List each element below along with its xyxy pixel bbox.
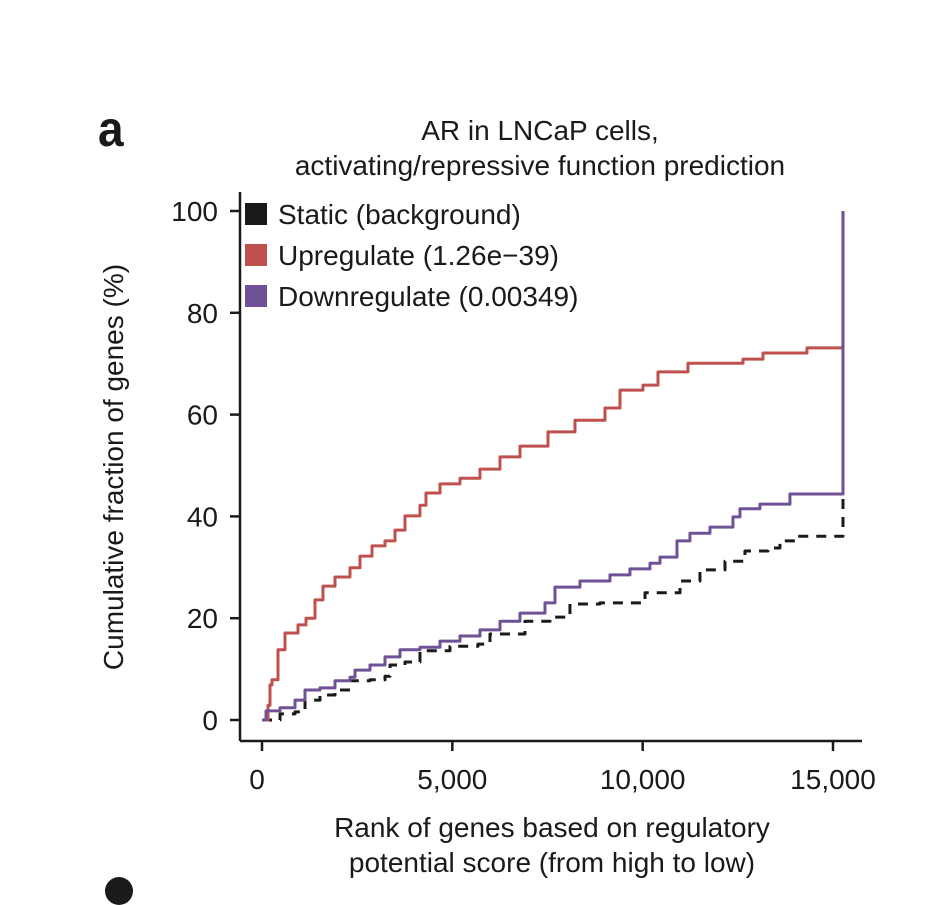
x-ticks: 0 5,000 10,000 15,000 <box>249 741 876 795</box>
series-line-static <box>262 485 845 722</box>
legend-swatch-static <box>245 203 267 225</box>
legend-swatch-downregulate <box>245 285 267 307</box>
next-panel-label-fragment <box>105 877 133 905</box>
y-axis-title: Cumulative fraction of genes (%) <box>98 264 129 670</box>
x-tick-label: 15,000 <box>790 764 876 795</box>
y-tick-label: 60 <box>187 400 218 431</box>
legend-swatch-upregulate <box>245 244 267 266</box>
series-line-downregulate <box>262 211 845 722</box>
legend-label-downregulate: Downregulate (0.00349) <box>278 281 578 312</box>
legend-label-static: Static (background) <box>278 199 521 230</box>
series-line-upregulate <box>262 211 845 722</box>
x-tick-label: 5,000 <box>417 764 487 795</box>
cumulative-fraction-chart: 0 20 40 60 80 100 0 5,000 10,000 15,000 Static (… <box>98 192 876 878</box>
axes <box>238 192 862 743</box>
legend-label-upregulate: Upregulate (1.26e−39) <box>278 240 559 271</box>
chart-title-line-1: AR in LNCaP cells, <box>421 115 659 146</box>
y-ticks: 0 20 40 60 80 100 <box>171 196 240 736</box>
x-tick-label: 0 <box>249 764 265 795</box>
panel-label: a <box>98 101 124 157</box>
y-tick-label: 0 <box>202 705 218 736</box>
y-tick-label: 80 <box>187 298 218 329</box>
series-layer <box>262 211 845 722</box>
chart-title-line-2: activating/repressive function predictio… <box>294 150 786 181</box>
y-tick-label: 20 <box>187 603 218 634</box>
x-axis-title-line-2: potential score (from high to low) <box>349 847 755 878</box>
x-axis-title-line-1: Rank of genes based on regulatory <box>334 812 770 843</box>
x-tick-label: 10,000 <box>600 764 686 795</box>
y-tick-label: 100 <box>171 196 218 227</box>
legend: Static (background) Upregulate (1.26e−39… <box>245 199 578 312</box>
y-tick-label: 40 <box>187 501 218 532</box>
